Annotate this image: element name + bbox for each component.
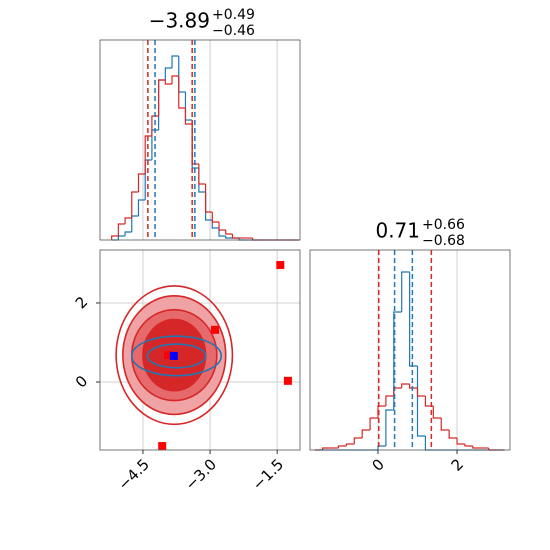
histogram-step <box>225 230 233 235</box>
point <box>164 351 173 360</box>
histogram-step <box>211 212 220 223</box>
histogram-step <box>440 418 450 431</box>
point <box>283 376 292 385</box>
panel-frame <box>309 249 511 451</box>
histogram-step <box>218 228 226 237</box>
contour <box>130 335 223 377</box>
contour <box>115 285 234 426</box>
histogram-step <box>178 56 186 93</box>
histogram-step <box>409 384 418 389</box>
title-minus: −0.68 <box>422 233 465 249</box>
histogram-step <box>416 366 426 437</box>
histogram-step <box>124 231 132 236</box>
histogram-step <box>178 76 186 109</box>
histogram-step <box>322 447 331 450</box>
histogram-step <box>131 191 139 218</box>
point <box>210 325 219 334</box>
histogram-step <box>424 436 434 451</box>
histogram-step <box>472 446 481 449</box>
histogram-step <box>171 55 179 68</box>
histogram-step <box>158 79 166 116</box>
histogram-step <box>385 409 394 446</box>
histogram-step <box>111 235 119 240</box>
histogram-step <box>456 438 465 445</box>
point <box>158 442 167 451</box>
y-tick-label: 0 <box>72 372 91 391</box>
histogram-step <box>401 271 410 312</box>
histogram-step <box>164 80 173 85</box>
x-tick-label: −4.5 <box>114 455 152 493</box>
contour <box>146 343 207 369</box>
title-plus: +0.49 <box>212 7 255 23</box>
histogram-step <box>401 383 410 388</box>
point <box>276 261 285 270</box>
histogram-step <box>124 217 132 224</box>
title-value: −3.89 <box>149 9 210 33</box>
histogram-step <box>171 75 179 84</box>
histogram-step <box>231 234 240 239</box>
panel-frame <box>99 39 301 241</box>
histogram-step <box>158 79 166 130</box>
histogram-step <box>424 396 434 407</box>
histogram-step <box>151 115 159 136</box>
histogram-step <box>204 184 213 213</box>
histogram-step <box>377 445 386 450</box>
histogram-step <box>218 222 226 231</box>
histogram-step <box>184 108 193 125</box>
histogram-step <box>184 92 193 121</box>
histogram-step <box>225 236 233 239</box>
histogram-step <box>164 67 173 80</box>
histogram-step <box>117 223 126 236</box>
histogram-step <box>353 437 363 444</box>
x-tick-label: −3.0 <box>182 455 220 493</box>
x-tick-label: 0 <box>369 455 388 474</box>
histogram-step <box>369 417 378 430</box>
histogram-step <box>345 443 355 446</box>
histogram-step <box>361 429 371 438</box>
histogram-step <box>409 272 418 367</box>
histogram-step <box>377 405 386 418</box>
histogram-step <box>131 215 139 232</box>
title-plus: +0.66 <box>422 217 465 233</box>
histogram-step <box>416 388 426 397</box>
histogram-step <box>432 406 442 419</box>
histogram-step <box>393 311 402 410</box>
histogram-step <box>198 164 206 185</box>
panel-frame <box>99 249 301 451</box>
histogram-step <box>117 235 126 240</box>
histogram-step <box>385 395 394 406</box>
point <box>169 351 178 360</box>
histogram-step <box>464 444 473 447</box>
histogram-step <box>137 199 146 216</box>
title-minus: −0.46 <box>212 23 255 39</box>
x-tick-label: 2 <box>448 455 467 474</box>
y-tick-label: 2 <box>72 293 91 312</box>
histogram-step <box>204 192 213 221</box>
histogram-step <box>393 387 402 396</box>
histogram-step <box>144 135 152 174</box>
histogram-step <box>198 168 206 193</box>
histogram-step <box>337 445 347 448</box>
histogram-step <box>137 173 146 192</box>
x-tick-label: −1.5 <box>249 455 287 493</box>
histogram-step <box>448 430 458 439</box>
title-value: 0.71 <box>375 219 420 243</box>
histogram-step <box>211 220 220 229</box>
